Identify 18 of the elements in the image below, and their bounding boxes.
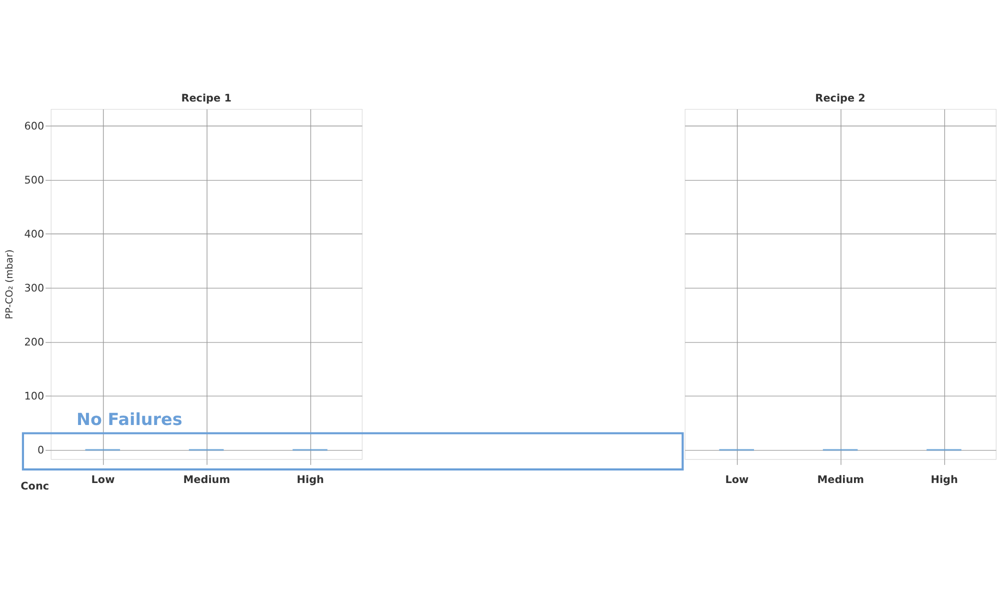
x-tick-label: Medium xyxy=(183,474,230,486)
x-axis-title: Conc xyxy=(20,480,50,492)
annotation: No Failures xyxy=(76,408,182,429)
chart-title: Recipe 2 xyxy=(815,92,866,104)
y-tick-label: 100 xyxy=(24,390,44,403)
x-tick-label: Medium xyxy=(817,474,864,486)
y-tick-label: 200 xyxy=(24,336,44,349)
y-tick-label: 400 xyxy=(24,228,44,241)
y-tick-label: 500 xyxy=(24,174,44,187)
y-axis-title: PP-CO₂ (mbar) xyxy=(4,249,16,320)
x-tick-label: Low xyxy=(91,474,116,486)
y-tick-label: 0 xyxy=(38,444,44,457)
x-tick-label: High xyxy=(296,474,324,486)
chart-title: Recipe 1 xyxy=(181,92,232,104)
y-tick-label: 300 xyxy=(24,282,44,295)
x-tick-label: Low xyxy=(725,474,750,486)
y-tick-label: 600 xyxy=(24,120,44,133)
x-tick-label: High xyxy=(930,474,958,486)
